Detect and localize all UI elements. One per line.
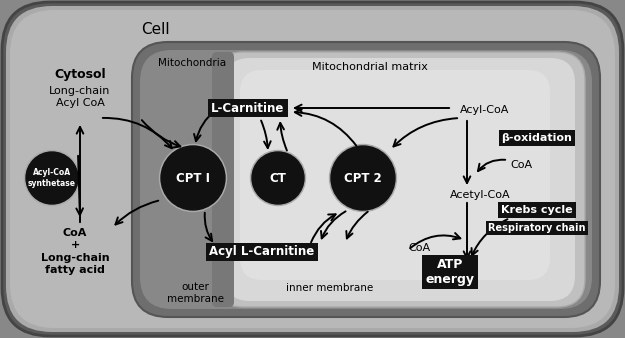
Text: CT: CT bbox=[269, 171, 286, 185]
Text: Acyl L-Carnitine: Acyl L-Carnitine bbox=[209, 245, 314, 259]
Circle shape bbox=[24, 150, 79, 206]
FancyBboxPatch shape bbox=[225, 58, 575, 301]
Text: Acetyl-CoA: Acetyl-CoA bbox=[450, 190, 511, 200]
Text: CPT 2: CPT 2 bbox=[344, 171, 382, 185]
Text: Mitochondrial matrix: Mitochondrial matrix bbox=[312, 62, 428, 72]
Text: Acyl-CoA
synthetase: Acyl-CoA synthetase bbox=[28, 168, 76, 188]
Text: Acyl-CoA: Acyl-CoA bbox=[460, 105, 509, 115]
FancyBboxPatch shape bbox=[140, 50, 592, 309]
Circle shape bbox=[252, 152, 304, 204]
Text: Cytosol: Cytosol bbox=[54, 68, 106, 81]
Circle shape bbox=[331, 146, 395, 210]
Text: CoA: CoA bbox=[408, 243, 430, 253]
FancyBboxPatch shape bbox=[10, 10, 615, 328]
Circle shape bbox=[251, 150, 306, 206]
Text: CoA: CoA bbox=[510, 160, 532, 170]
Text: CPT I: CPT I bbox=[176, 171, 210, 185]
Text: outer
membrane: outer membrane bbox=[166, 282, 224, 304]
Text: CoA
+
Long-chain
fatty acid: CoA + Long-chain fatty acid bbox=[41, 228, 109, 275]
Circle shape bbox=[159, 145, 226, 212]
Circle shape bbox=[26, 152, 78, 204]
Text: Respiratory chain: Respiratory chain bbox=[488, 223, 586, 233]
Text: L-Carnitine: L-Carnitine bbox=[211, 101, 285, 115]
Text: Mitochondria: Mitochondria bbox=[158, 58, 226, 68]
FancyBboxPatch shape bbox=[212, 52, 234, 307]
Text: β-oxidation: β-oxidation bbox=[501, 133, 572, 143]
Text: Krebs cycle: Krebs cycle bbox=[501, 205, 573, 215]
FancyBboxPatch shape bbox=[215, 52, 585, 307]
FancyBboxPatch shape bbox=[132, 42, 600, 317]
Circle shape bbox=[329, 145, 396, 212]
Text: inner membrane: inner membrane bbox=[286, 283, 374, 293]
FancyBboxPatch shape bbox=[240, 70, 550, 280]
Circle shape bbox=[161, 146, 225, 210]
Text: Cell: Cell bbox=[141, 22, 169, 37]
Text: ATP
energy: ATP energy bbox=[426, 258, 474, 286]
Text: Long-chain
Acyl CoA: Long-chain Acyl CoA bbox=[49, 86, 111, 108]
FancyBboxPatch shape bbox=[6, 6, 619, 332]
